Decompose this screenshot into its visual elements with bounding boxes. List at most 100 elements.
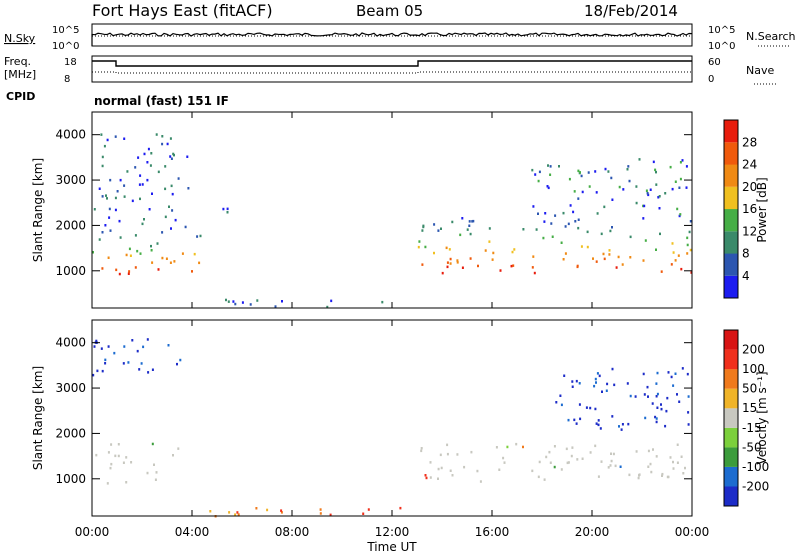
echo-cell <box>594 444 597 448</box>
echo-cell <box>146 471 149 475</box>
echo-cell <box>425 476 428 480</box>
echo-cell <box>643 393 646 396</box>
echo-cell <box>449 257 452 261</box>
colorbar-tick-label: -50 <box>742 440 762 454</box>
echo-cell <box>649 188 652 191</box>
echo-cell <box>424 245 427 249</box>
echo-cell <box>177 177 180 180</box>
echo-cell <box>326 305 329 309</box>
echo-cell <box>594 377 597 381</box>
echo-cell <box>399 506 402 510</box>
echo-cell <box>676 443 679 446</box>
echo-cell <box>186 155 189 158</box>
echo-cell <box>537 212 539 215</box>
echo-cell <box>666 396 669 400</box>
echo-cell <box>687 423 690 426</box>
echo-cell <box>638 158 641 161</box>
x-tick-label: 20:00 <box>575 525 610 539</box>
echo-cell <box>476 469 479 473</box>
echo-cell <box>543 220 546 223</box>
echo-cell <box>553 445 556 448</box>
echo-cell <box>553 465 556 469</box>
echo-cell <box>439 453 442 457</box>
echo-cell <box>232 300 235 303</box>
x-tick-label: 08:00 <box>275 525 310 539</box>
echo-cell <box>661 474 663 477</box>
echo-cell <box>596 372 599 375</box>
echo-cell <box>534 173 537 176</box>
echo-cell <box>116 190 119 193</box>
echo-cell <box>589 451 592 454</box>
y-tick-label: 3000 <box>55 173 86 187</box>
power-panel: 1000 2000 3000 4000 Slant Range [km] 28 24 20… <box>31 111 769 309</box>
echo-cell <box>381 300 384 304</box>
echo-cell <box>98 187 101 190</box>
echo-cell <box>597 423 600 427</box>
echo-cell <box>586 230 589 234</box>
echo-cell <box>611 367 614 371</box>
echo-cell <box>576 265 579 269</box>
echo-cell <box>196 235 199 238</box>
colorbar-tick-label: 20 <box>742 180 757 194</box>
freq-series <box>92 60 692 67</box>
echo-cell <box>680 455 683 458</box>
echo-cell <box>598 374 601 378</box>
echo-cell <box>672 251 675 254</box>
echo-cell <box>433 223 436 226</box>
echo-cell <box>537 475 540 479</box>
echo-cell <box>567 461 570 464</box>
echo-cell <box>226 207 229 211</box>
echo-cell <box>573 190 576 193</box>
x-axis-ticks: 00:00 04:00 08:00 12:00 16:00 20:00 00:00 <box>75 112 709 539</box>
echo-cell <box>585 406 588 409</box>
echo-cell <box>578 382 581 385</box>
echo-cell <box>456 453 459 456</box>
echo-cell <box>151 192 153 195</box>
colorbar-swatch <box>724 369 738 389</box>
echo-cell <box>567 418 570 422</box>
echo-cell <box>143 152 146 156</box>
echo-cell <box>610 452 612 455</box>
echo-cell <box>679 213 682 216</box>
y-tick-label: 2000 <box>55 218 86 232</box>
echo-cell <box>629 394 632 398</box>
echo-cell <box>578 403 581 406</box>
y-tick-label: 1000 <box>55 264 86 278</box>
echo-cell <box>575 422 578 425</box>
echo-cell <box>446 265 449 269</box>
echo-cell <box>92 251 94 254</box>
echo-cell <box>157 170 160 174</box>
echo-cell <box>676 393 678 396</box>
echo-cell <box>367 508 370 511</box>
echo-cell <box>456 259 459 262</box>
echo-cell <box>538 170 541 174</box>
echo-cell <box>600 232 603 236</box>
echo-cell <box>642 259 645 262</box>
echo-cell <box>95 339 98 343</box>
echo-cell <box>136 249 139 253</box>
echo-cell <box>678 186 681 189</box>
echo-cell <box>614 464 617 468</box>
echo-cell <box>661 472 664 476</box>
velocity-echoes <box>92 338 690 518</box>
power-background <box>92 112 692 308</box>
echo-cell <box>172 152 175 156</box>
echo-cell <box>549 165 552 168</box>
echo-cell <box>676 207 679 211</box>
echo-cell <box>579 417 582 421</box>
nave-label: Nave <box>746 64 774 77</box>
echo-cell <box>140 362 143 365</box>
velocity-panel: 1000 2000 3000 4000 Slant Range [km] 200 100… <box>31 319 769 518</box>
echo-cell <box>471 220 474 223</box>
echo-cell <box>522 228 525 231</box>
echo-cell <box>515 442 518 446</box>
echo-cell <box>117 443 120 446</box>
echo-cell <box>549 173 552 176</box>
echo-cell <box>433 251 435 255</box>
echo-cell <box>681 367 684 370</box>
echo-cell <box>470 450 473 454</box>
echo-cell <box>609 464 612 467</box>
echo-cell <box>136 349 139 353</box>
echo-cell <box>127 361 130 364</box>
echo-cell <box>581 190 584 194</box>
